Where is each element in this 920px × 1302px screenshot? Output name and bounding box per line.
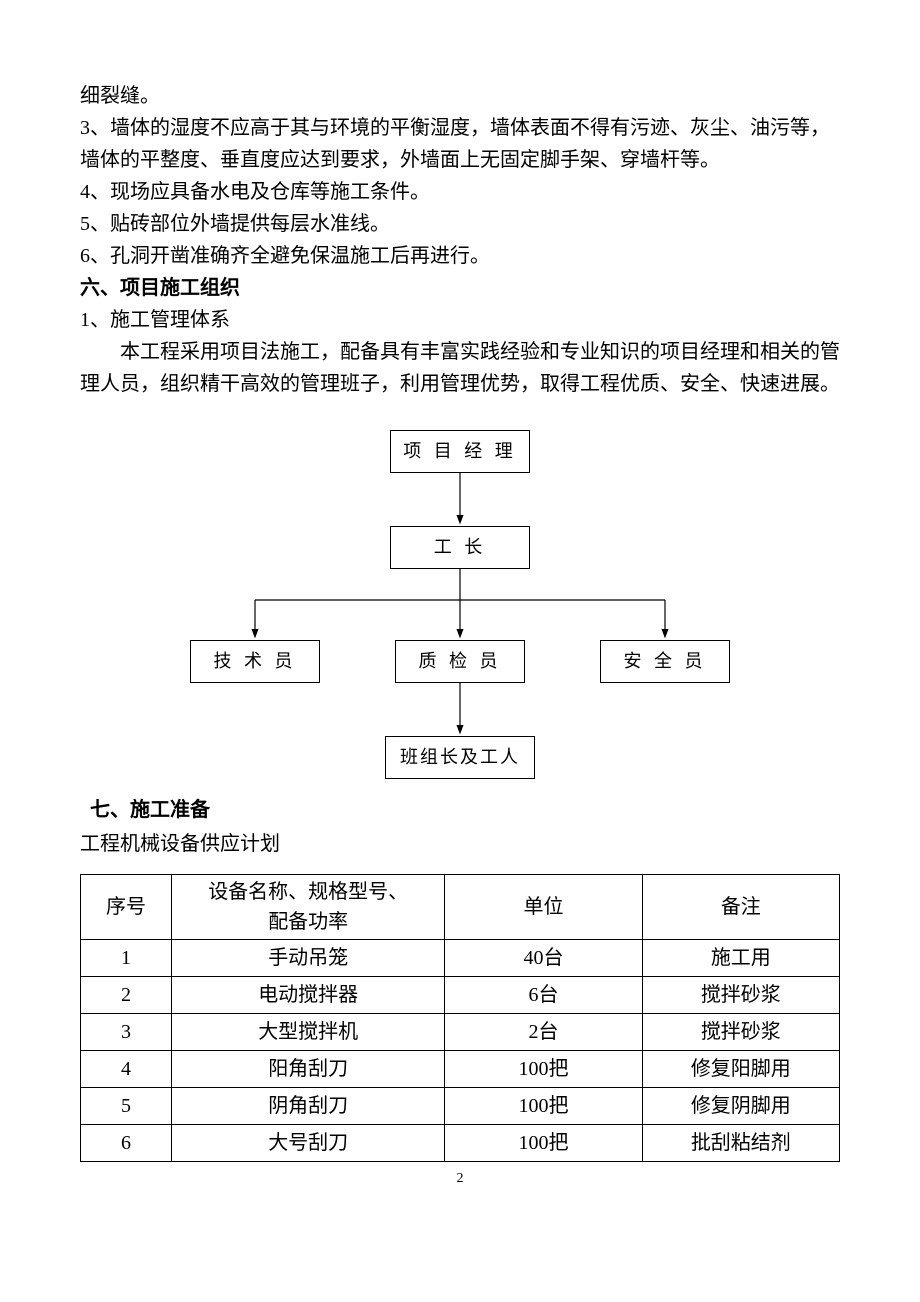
table-row: 1手动吊笼40台施工用	[81, 940, 840, 977]
node-foreman: 工 长	[390, 526, 530, 569]
equipment-table: 序号 设备名称、规格型号、配备功率 单位 备注 1手动吊笼40台施工用2电动搅拌…	[80, 874, 840, 1162]
node-crew: 班组长及工人	[385, 736, 535, 779]
cell-name: 大号刮刀	[172, 1125, 445, 1162]
node-safety-officer: 安 全 员	[600, 640, 730, 683]
cell-index: 1	[81, 940, 172, 977]
cell-name: 阳角刮刀	[172, 1051, 445, 1088]
cell-unit: 40台	[445, 940, 642, 977]
para-4: 4、现场应具备水电及仓库等施工条件。	[80, 176, 840, 208]
page-number: 2	[80, 1168, 840, 1190]
cell-note: 批刮粘结剂	[642, 1125, 839, 1162]
section-6-item1-title: 1、施工管理体系	[80, 304, 840, 336]
cell-index: 5	[81, 1088, 172, 1125]
section-6-item1-body: 本工程采用项目法施工，配备具有丰富实践经验和专业知识的项目经理和相关的管理人员，…	[80, 336, 840, 400]
section-7-heading: 七、施工准备	[90, 794, 840, 826]
cell-name: 手动吊笼	[172, 940, 445, 977]
cell-index: 6	[81, 1125, 172, 1162]
table-row: 6大号刮刀100把批刮粘结剂	[81, 1125, 840, 1162]
section-6-heading: 六、项目施工组织	[80, 272, 840, 304]
table-row: 5阴角刮刀100把修复阴脚用	[81, 1088, 840, 1125]
para-6: 6、孔洞开凿准确齐全避免保温施工后再进行。	[80, 240, 840, 272]
cell-unit: 2台	[445, 1014, 642, 1051]
node-project-manager: 项 目 经 理	[390, 430, 530, 473]
cell-note: 施工用	[642, 940, 839, 977]
cell-name: 电动搅拌器	[172, 977, 445, 1014]
cell-note: 修复阳脚用	[642, 1051, 839, 1088]
cell-note: 修复阴脚用	[642, 1088, 839, 1125]
cell-index: 4	[81, 1051, 172, 1088]
para-frag-top: 细裂缝。	[80, 80, 840, 112]
col-header-index: 序号	[81, 875, 172, 940]
col-header-unit: 单位	[445, 875, 642, 940]
table-header-row: 序号 设备名称、规格型号、配备功率 单位 备注	[81, 875, 840, 940]
cell-unit: 6台	[445, 977, 642, 1014]
cell-note: 搅拌砂浆	[642, 1014, 839, 1051]
table-row: 4阳角刮刀100把修复阳脚用	[81, 1051, 840, 1088]
para-3: 3、墙体的湿度不应高于其与环境的平衡湿度，墙体表面不得有污迹、灰尘、油污等，墙体…	[80, 112, 840, 176]
table-row: 2电动搅拌器6台搅拌砂浆	[81, 977, 840, 1014]
cell-unit: 100把	[445, 1125, 642, 1162]
cell-name: 阴角刮刀	[172, 1088, 445, 1125]
cell-index: 2	[81, 977, 172, 1014]
cell-unit: 100把	[445, 1088, 642, 1125]
flowchart-arrows	[180, 430, 740, 780]
cell-unit: 100把	[445, 1051, 642, 1088]
section-7-caption: 工程机械设备供应计划	[80, 828, 840, 860]
cell-index: 3	[81, 1014, 172, 1051]
cell-name: 大型搅拌机	[172, 1014, 445, 1051]
node-quality-inspector: 质 检 员	[395, 640, 525, 683]
node-technician: 技 术 员	[190, 640, 320, 683]
col-header-note: 备注	[642, 875, 839, 940]
table-row: 3大型搅拌机2台搅拌砂浆	[81, 1014, 840, 1051]
col-header-name: 设备名称、规格型号、配备功率	[172, 875, 445, 940]
para-5: 5、贴砖部位外墙提供每层水准线。	[80, 208, 840, 240]
cell-note: 搅拌砂浆	[642, 977, 839, 1014]
